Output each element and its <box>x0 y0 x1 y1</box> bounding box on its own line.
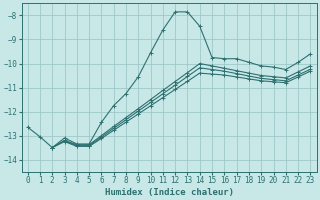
X-axis label: Humidex (Indice chaleur): Humidex (Indice chaleur) <box>105 188 234 197</box>
